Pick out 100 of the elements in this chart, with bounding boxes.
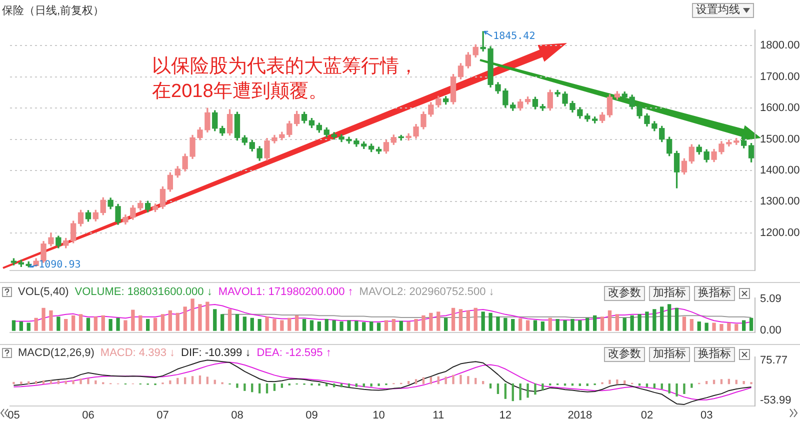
bar bbox=[251, 383, 254, 392]
bar bbox=[288, 318, 292, 331]
bar bbox=[608, 380, 611, 384]
bar bbox=[206, 302, 210, 331]
bar bbox=[12, 320, 16, 331]
bar bbox=[608, 310, 612, 331]
bar bbox=[317, 322, 322, 331]
bar bbox=[191, 376, 194, 384]
bar bbox=[466, 310, 470, 331]
bar bbox=[586, 383, 588, 386]
bar bbox=[213, 309, 217, 331]
bar bbox=[326, 383, 328, 386]
y-tick-label: 1200.00 bbox=[760, 226, 800, 239]
bar bbox=[592, 315, 597, 331]
annotation: 改参数 bbox=[604, 347, 645, 362]
bar bbox=[712, 322, 716, 331]
bar bbox=[206, 376, 209, 384]
bar bbox=[228, 309, 232, 331]
y-tick-label: 0.00 bbox=[760, 324, 782, 337]
bar bbox=[660, 306, 664, 331]
bar bbox=[302, 319, 306, 331]
bar bbox=[570, 319, 574, 331]
bar bbox=[64, 319, 68, 331]
bar bbox=[653, 383, 656, 388]
bar bbox=[370, 383, 372, 387]
x-tick-label: 12 bbox=[499, 410, 512, 422]
bar bbox=[414, 379, 418, 384]
bar bbox=[460, 374, 462, 384]
bar bbox=[616, 379, 618, 384]
bar bbox=[169, 380, 172, 384]
x-tick-label: 08 bbox=[231, 410, 244, 422]
bar bbox=[86, 318, 90, 331]
bar bbox=[318, 383, 320, 386]
annotation: 以保险股为代表的大蓝筹行情，在2018年遭到颠覆。 bbox=[152, 55, 419, 104]
bar bbox=[280, 383, 284, 388]
bar bbox=[220, 314, 224, 331]
bar bbox=[80, 378, 82, 384]
bar bbox=[734, 324, 738, 331]
bar bbox=[34, 318, 38, 331]
x-tick-label: 11 bbox=[432, 410, 444, 422]
bar bbox=[622, 318, 626, 331]
series-label: MAVOL2: 202960752.500 ↓ bbox=[359, 286, 494, 298]
series-label: MAVOL1: 171980200.000 ↑ bbox=[218, 286, 354, 298]
bar bbox=[236, 383, 238, 388]
bar bbox=[190, 298, 194, 331]
bar bbox=[578, 383, 582, 386]
bar bbox=[674, 308, 679, 331]
bar bbox=[586, 318, 590, 331]
bar bbox=[138, 315, 142, 331]
bar bbox=[646, 383, 648, 387]
bar bbox=[131, 310, 135, 331]
bar bbox=[690, 383, 693, 388]
bar bbox=[242, 316, 247, 331]
bar bbox=[198, 304, 202, 331]
bar bbox=[72, 380, 74, 384]
annotation: 加指标 bbox=[649, 347, 690, 362]
bar bbox=[78, 314, 83, 331]
bar bbox=[183, 306, 187, 331]
series-label: DIF: -10.399 ↓ bbox=[181, 347, 251, 359]
bar bbox=[727, 322, 731, 331]
bar bbox=[512, 383, 514, 402]
bar bbox=[526, 383, 529, 398]
bar bbox=[332, 320, 336, 331]
bar bbox=[258, 319, 262, 331]
bar bbox=[71, 315, 76, 331]
bar bbox=[94, 380, 97, 384]
bar bbox=[49, 310, 53, 331]
x-tick-label: 05 bbox=[8, 410, 20, 422]
bar bbox=[160, 314, 165, 331]
bar bbox=[168, 310, 172, 331]
bar bbox=[697, 322, 701, 331]
bar bbox=[458, 309, 463, 331]
bar bbox=[704, 322, 708, 331]
bar bbox=[42, 308, 46, 331]
bar bbox=[504, 318, 508, 331]
y-tick-label: 1400.00 bbox=[760, 164, 800, 177]
x-tick-label: 07 bbox=[156, 410, 169, 422]
y-tick-label: 1700.00 bbox=[760, 70, 800, 83]
bar bbox=[87, 378, 90, 384]
bar bbox=[496, 316, 500, 331]
bar bbox=[340, 322, 344, 331]
bar bbox=[153, 318, 158, 331]
bar bbox=[347, 320, 351, 331]
bar bbox=[378, 383, 380, 386]
bar bbox=[414, 319, 418, 331]
bar bbox=[108, 319, 112, 331]
bar bbox=[720, 379, 723, 384]
bar bbox=[101, 315, 105, 331]
bar bbox=[749, 318, 754, 331]
x-tick-label: 06 bbox=[82, 410, 94, 422]
bar bbox=[324, 319, 328, 331]
y-tick-label: 5.09 bbox=[760, 293, 782, 306]
bar bbox=[399, 320, 403, 331]
bar bbox=[250, 318, 254, 331]
bar bbox=[272, 319, 276, 331]
bar bbox=[266, 383, 268, 394]
bar bbox=[26, 322, 30, 331]
bar bbox=[444, 318, 448, 331]
bar bbox=[452, 374, 454, 384]
series-label: VOLUME: 188031600.000 ↓ bbox=[74, 286, 212, 298]
